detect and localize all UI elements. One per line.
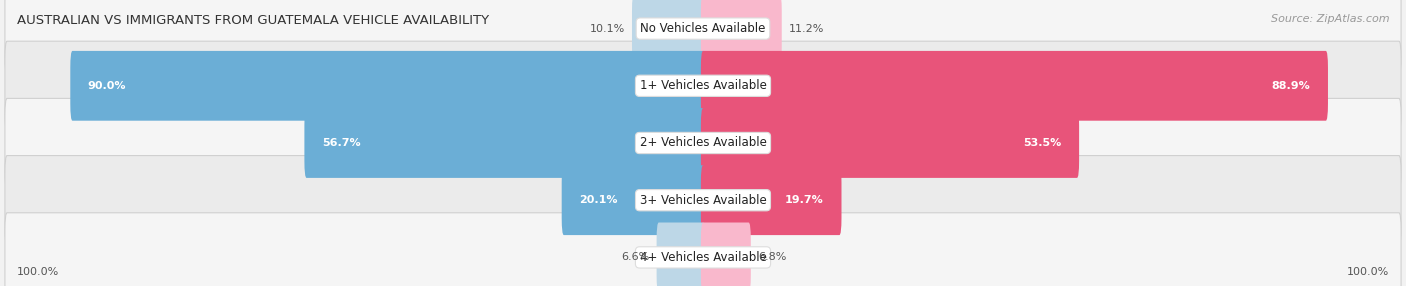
Text: 88.9%: 88.9% [1271, 81, 1310, 91]
Text: No Vehicles Available: No Vehicles Available [640, 22, 766, 35]
FancyBboxPatch shape [633, 0, 706, 63]
FancyBboxPatch shape [657, 223, 706, 286]
FancyBboxPatch shape [6, 156, 1400, 245]
Text: 90.0%: 90.0% [87, 81, 127, 91]
Text: 53.5%: 53.5% [1024, 138, 1062, 148]
FancyBboxPatch shape [6, 41, 1400, 130]
Text: 4+ Vehicles Available: 4+ Vehicles Available [640, 251, 766, 264]
FancyBboxPatch shape [562, 165, 706, 235]
Text: 100.0%: 100.0% [17, 267, 59, 277]
Text: 6.6%: 6.6% [621, 253, 650, 262]
Text: 6.8%: 6.8% [758, 253, 786, 262]
FancyBboxPatch shape [6, 213, 1400, 286]
FancyBboxPatch shape [304, 108, 706, 178]
Text: AUSTRALIAN VS IMMIGRANTS FROM GUATEMALA VEHICLE AVAILABILITY: AUSTRALIAN VS IMMIGRANTS FROM GUATEMALA … [17, 14, 489, 27]
Text: 3+ Vehicles Available: 3+ Vehicles Available [640, 194, 766, 207]
Text: 100.0%: 100.0% [1347, 267, 1389, 277]
Text: 11.2%: 11.2% [789, 24, 824, 33]
Text: 19.7%: 19.7% [785, 195, 824, 205]
FancyBboxPatch shape [702, 51, 1329, 121]
Text: 20.1%: 20.1% [579, 195, 617, 205]
FancyBboxPatch shape [6, 0, 1400, 73]
FancyBboxPatch shape [702, 165, 842, 235]
Text: 2+ Vehicles Available: 2+ Vehicles Available [640, 136, 766, 150]
FancyBboxPatch shape [702, 108, 1080, 178]
Text: 10.1%: 10.1% [589, 24, 626, 33]
FancyBboxPatch shape [702, 0, 782, 63]
FancyBboxPatch shape [702, 223, 751, 286]
FancyBboxPatch shape [6, 98, 1400, 188]
FancyBboxPatch shape [70, 51, 706, 121]
Text: 1+ Vehicles Available: 1+ Vehicles Available [640, 79, 766, 92]
Text: 56.7%: 56.7% [322, 138, 360, 148]
Text: Source: ZipAtlas.com: Source: ZipAtlas.com [1271, 14, 1389, 24]
